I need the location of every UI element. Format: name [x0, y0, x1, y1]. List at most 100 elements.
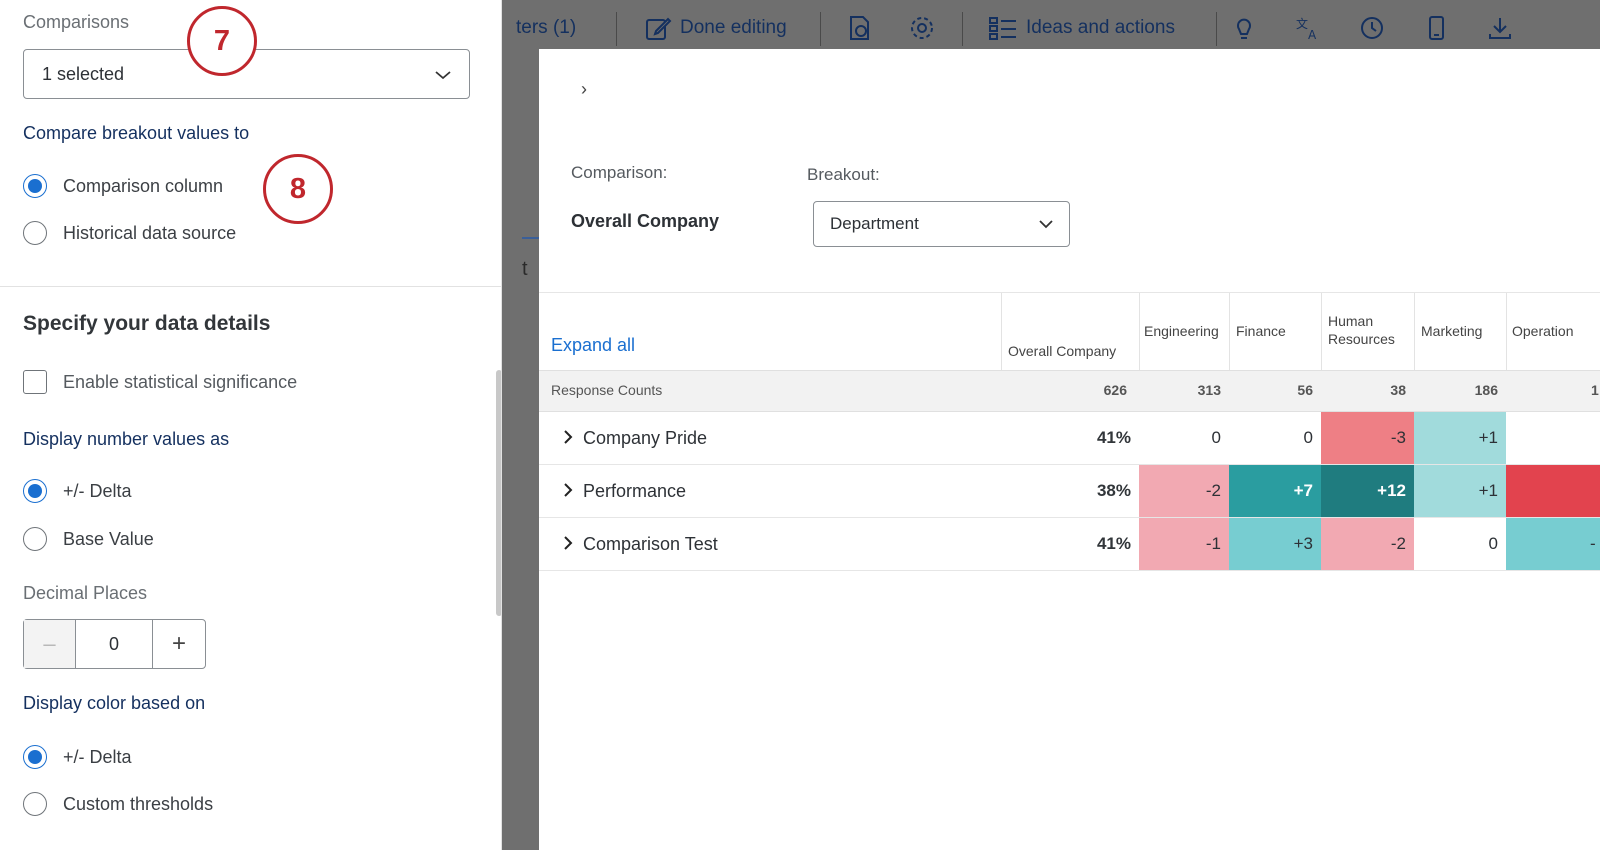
chevron-down-icon [1039, 214, 1053, 234]
radio-label: +/- Delta [63, 480, 132, 501]
delta-cell: +3 [1229, 518, 1321, 570]
radio-button-selected[interactable] [23, 174, 47, 198]
radio-label: +/- Delta [63, 746, 132, 767]
column-header: Engineering [1139, 293, 1229, 371]
response-counts-row: Response Counts 626 313 56 38 186 1 [539, 370, 1600, 412]
chevron-right-icon[interactable]: › [581, 79, 587, 99]
toolbar-divider [962, 12, 963, 46]
column-header-label: Operation [1512, 323, 1574, 339]
radio-label: Custom thresholds [63, 793, 214, 814]
count-cell: 186 [1474, 382, 1498, 398]
overall-cell: 41% [1096, 534, 1131, 553]
widget-preview-panel: › Comparison: Overall Company Breakout: … [539, 49, 1600, 850]
radio-color-delta[interactable]: +/- Delta [23, 745, 132, 769]
decimal-places-value[interactable]: 0 [76, 620, 153, 668]
settings-sidebar: Comparisons 1 selected Compare breakout … [0, 0, 502, 850]
display-number-label: Display number values as [23, 429, 230, 449]
column-header-label: Finance [1236, 323, 1286, 339]
checkbox[interactable] [23, 370, 47, 394]
comparisons-label: Comparisons [23, 12, 130, 32]
radio-button[interactable] [23, 792, 47, 816]
filters-label: ters (1) [516, 17, 577, 38]
delta-cell: 0 [1229, 412, 1321, 464]
radio-number-delta[interactable]: +/- Delta [23, 479, 132, 503]
checkbox-statistical-significance[interactable]: Enable statistical significance [23, 370, 297, 394]
ideas-actions-button[interactable]: Ideas and actions [988, 0, 1175, 56]
background-text: t [522, 258, 528, 280]
radio-historical-data-source[interactable]: Historical data source [23, 221, 236, 245]
table-row[interactable]: Performance 38% -2 +7 +12 +1 [539, 465, 1600, 518]
list-icon [988, 14, 1018, 42]
step-callout: 8 [263, 154, 333, 224]
radio-label: Base Value [63, 528, 154, 549]
row-label-text: Comparison Test [583, 533, 718, 554]
delta-cell [1506, 465, 1600, 517]
row-label[interactable]: Performance [563, 465, 686, 517]
overall-cell: 41% [1096, 428, 1131, 447]
history-button[interactable] [1358, 0, 1386, 56]
delta-cell: -1 [1139, 518, 1229, 570]
done-editing-button[interactable]: Done editing [644, 0, 787, 56]
table-header-row: Expand all Overall Company Engineering F… [539, 292, 1600, 371]
chevron-right-icon [563, 481, 573, 502]
column-header-label: Overall Company [1008, 343, 1117, 359]
ideas-actions-label: Ideas and actions [1026, 17, 1175, 38]
svg-text:A: A [1308, 28, 1317, 42]
delta-cell: +1 [1414, 465, 1506, 517]
row-label-text: Company Pride [583, 427, 708, 448]
delta-cell: +12 [1321, 465, 1414, 517]
tips-button[interactable] [1230, 0, 1258, 56]
table-row[interactable]: Company Pride 41% 0 0 -3 +1 [539, 412, 1600, 465]
row-label[interactable]: Comparison Test [563, 518, 718, 570]
column-header: Marketing [1414, 293, 1506, 371]
comparisons-selected-value: 1 selected [42, 63, 125, 84]
radio-button[interactable] [23, 527, 47, 551]
checkbox-label: Enable statistical significance [63, 371, 298, 392]
response-counts-label: Response Counts [551, 382, 663, 398]
column-header: Finance [1229, 293, 1321, 371]
chevron-right-icon [563, 534, 573, 555]
delta-cell: -2 [1321, 518, 1414, 570]
count-cell: 1 [1591, 382, 1599, 398]
count-cell: 313 [1197, 382, 1221, 398]
download-button[interactable] [1486, 0, 1514, 56]
download-icon [1486, 14, 1514, 42]
count-cell: 56 [1297, 382, 1313, 398]
decrement-button[interactable]: – [24, 620, 76, 668]
display-color-label: Display color based on [23, 693, 206, 713]
sidebar-scrollbar[interactable] [496, 370, 501, 616]
row-label-text: Performance [583, 480, 687, 501]
radio-custom-thresholds[interactable]: Custom thresholds [23, 792, 213, 816]
edit-icon [644, 14, 672, 42]
overall-cell: 38% [1096, 481, 1131, 500]
decimal-places-stepper: – 0 + [23, 619, 206, 669]
radio-button[interactable] [23, 221, 47, 245]
table-row[interactable]: Comparison Test 41% -1 +3 -2 0 - [539, 518, 1600, 571]
radio-label: Historical data source [63, 222, 237, 243]
radio-base-value[interactable]: Base Value [23, 527, 154, 551]
radio-button-selected[interactable] [23, 745, 47, 769]
delta-cell [1506, 412, 1600, 464]
column-header: Human Resources [1321, 293, 1414, 371]
chevron-down-icon [435, 64, 451, 85]
comparison-value: Overall Company [571, 211, 720, 231]
radio-button-selected[interactable] [23, 479, 47, 503]
filters-button[interactable]: ters (1) [516, 0, 576, 56]
settings-button[interactable] [908, 0, 936, 56]
row-label[interactable]: Company Pride [563, 412, 707, 464]
expand-all-link[interactable]: Expand all [551, 335, 636, 355]
insights-button[interactable] [846, 0, 874, 56]
decimal-places-label: Decimal Places [23, 583, 148, 603]
mobile-preview-button[interactable] [1422, 0, 1450, 56]
breakout-label: Breakout: [807, 165, 880, 184]
breakout-dropdown[interactable]: Department [813, 201, 1070, 247]
clock-icon [1358, 14, 1386, 42]
increment-button[interactable]: + [171, 630, 186, 657]
mobile-icon [1422, 14, 1450, 42]
column-header: Overall Company [1001, 293, 1139, 371]
delta-cell: +1 [1414, 412, 1506, 464]
radio-comparison-column[interactable]: Comparison column [23, 174, 223, 198]
breakout-selected-value: Department [830, 214, 919, 233]
